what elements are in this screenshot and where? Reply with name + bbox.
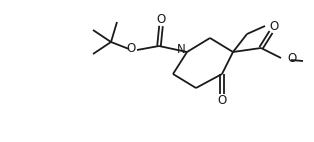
- Text: O: O: [126, 41, 136, 55]
- Text: O: O: [287, 52, 296, 64]
- Text: O: O: [156, 12, 165, 26]
- Text: N: N: [177, 42, 185, 56]
- Text: O: O: [217, 94, 227, 107]
- Text: O: O: [269, 19, 279, 33]
